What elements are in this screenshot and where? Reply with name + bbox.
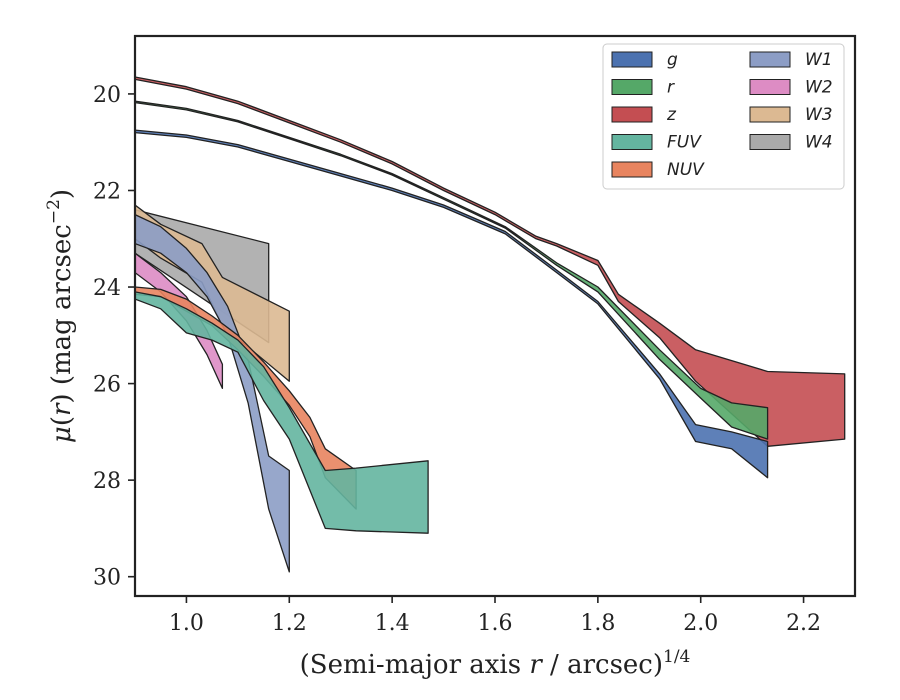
y-axis-ticks: 20 22 24 26 28 30 bbox=[93, 83, 135, 591]
band-z bbox=[135, 76, 846, 447]
x-tick-label: 1.6 bbox=[478, 611, 513, 636]
legend-swatch-w4 bbox=[749, 134, 791, 150]
y-axis-label: μ(r) (mag arcsec−2) bbox=[44, 189, 77, 443]
y-tick-label: 28 bbox=[93, 469, 121, 494]
x-axis-label-exponent: 1/4 bbox=[663, 647, 690, 667]
legend-swatch-g bbox=[611, 51, 653, 68]
legend-label-w1: W1 bbox=[805, 50, 833, 70]
x-axis-label: (Semi-major axis r / arcsec)1/4 bbox=[300, 647, 691, 680]
legend: grz FUV NUV W1 W2 W3 W4 bbox=[602, 43, 845, 190]
legend-swatch-nuv bbox=[611, 161, 653, 178]
y-tick-label: 20 bbox=[93, 83, 121, 108]
y-tick-label: 22 bbox=[93, 179, 121, 204]
x-tick-label: 1.8 bbox=[580, 611, 615, 636]
x-tick-label: 2.2 bbox=[786, 611, 821, 636]
y-tick-label: 24 bbox=[93, 276, 121, 301]
legend-label-nuv: NUV bbox=[667, 160, 705, 180]
legend-swatch-r bbox=[611, 79, 653, 95]
y-axis-label-close: ) bbox=[47, 189, 77, 199]
x-tick-label: 1.4 bbox=[375, 611, 410, 636]
band-g bbox=[135, 129, 769, 479]
x-axis-ticks: 1.0 1.2 1.4 1.6 1.8 2.0 2.2 bbox=[169, 596, 821, 636]
y-axis-label-symbol: μ bbox=[47, 426, 77, 443]
legend-label-r: r bbox=[667, 78, 675, 98]
x-axis-label-symbol: r bbox=[529, 650, 543, 680]
legend-label-w2: W2 bbox=[805, 78, 833, 98]
legend-swatch-w1 bbox=[749, 51, 791, 68]
y-tick-label: 30 bbox=[93, 566, 121, 591]
legend-label-w4: W4 bbox=[805, 133, 833, 153]
x-tick-label: 1.2 bbox=[272, 611, 307, 636]
band-r bbox=[135, 100, 769, 440]
legend-label-w3: W3 bbox=[805, 105, 833, 125]
series-bands bbox=[135, 76, 846, 573]
legend-label-z: z bbox=[666, 105, 677, 125]
band-w1 bbox=[135, 213, 290, 573]
y-tick-label: 26 bbox=[93, 373, 121, 398]
legend-swatch-fuv bbox=[611, 134, 653, 150]
legend-swatch-z bbox=[611, 106, 653, 123]
y-axis-label-exponent: −2 bbox=[44, 199, 64, 224]
band-fuv bbox=[135, 291, 429, 534]
legend-label-fuv: FUV bbox=[667, 133, 702, 153]
x-tick-label: 1.0 bbox=[169, 611, 204, 636]
y-axis-label-variable: r bbox=[47, 402, 77, 416]
legend-swatch-w3 bbox=[749, 106, 791, 123]
band-w2 bbox=[135, 252, 224, 390]
legend-label-g: g bbox=[667, 50, 678, 70]
x-tick-label: 2.0 bbox=[683, 611, 718, 636]
legend-swatch-w2 bbox=[749, 79, 791, 95]
